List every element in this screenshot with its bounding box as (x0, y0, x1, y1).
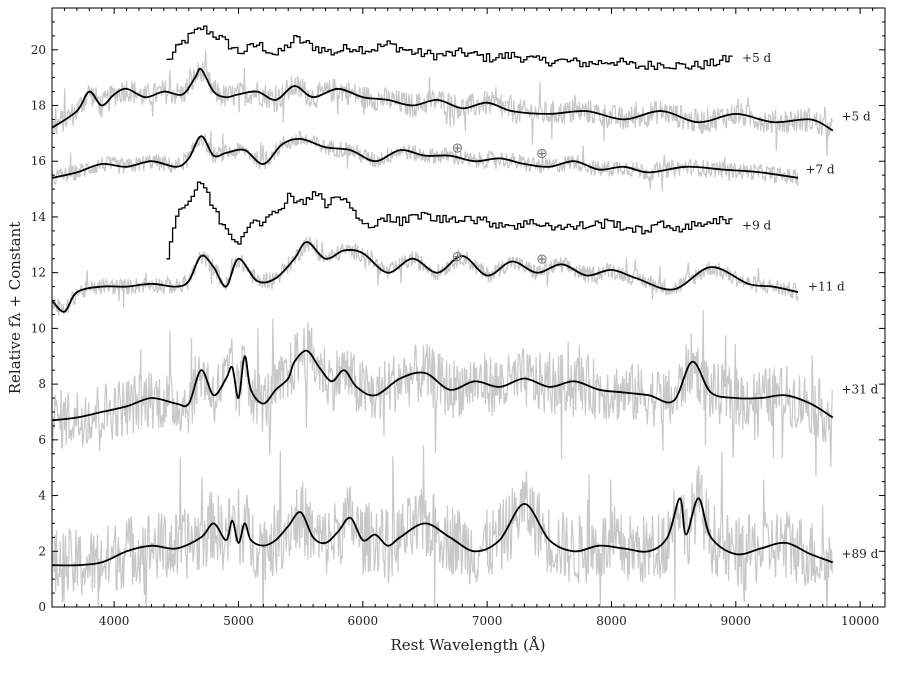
telluric-marker: ⊕ (536, 252, 548, 268)
y-tick-label: 2 (38, 544, 46, 558)
y-tick-label: 16 (31, 154, 46, 168)
y-tick-label: 18 (31, 99, 46, 113)
telluric-marker-layer: ⊕ ⊕ ⊕ ⊕ (451, 140, 547, 267)
y-tick-label: 8 (38, 377, 46, 391)
x-tick-label: 10000 (841, 614, 879, 628)
y-axis-title: Relative fλ + Constant (6, 222, 24, 395)
telluric-marker: ⊕ (451, 140, 463, 156)
x-tick-label: 4000 (99, 614, 130, 628)
smoothed-spectrum-line (52, 241, 799, 313)
x-tick-label: 5000 (223, 614, 254, 628)
x-tick-label: 7000 (472, 614, 503, 628)
smoothed-spectrum-line (52, 497, 834, 567)
phase-label: +5 d (841, 110, 871, 124)
y-tick-label: 6 (38, 433, 46, 447)
smoothed-spectrum-line (52, 67, 834, 132)
raw-spectra-layer (52, 49, 833, 607)
y-tick-label: 0 (38, 600, 46, 614)
axes (51, 7, 886, 608)
smoothed-spectrum-line (52, 135, 799, 179)
raw-spectrum-line (52, 130, 799, 192)
phase-label-layer: +5 d +5 d +7 d +9 d +11 d +31 d +89 d (742, 51, 879, 561)
y-tick-label: 10 (31, 321, 46, 335)
telluric-marker: ⊕ (451, 249, 463, 265)
step-spectrum-line (166, 181, 733, 260)
phase-label: +5 d (742, 51, 772, 65)
raw-spectrum-line (52, 49, 833, 157)
phase-label: +31 d (841, 383, 878, 397)
step-spectrum-line (166, 25, 733, 70)
x-axis-title: Rest Wavelength (Å) (390, 636, 545, 654)
phase-label: +89 d (841, 547, 878, 561)
smoothed-spectrum-line (52, 349, 834, 422)
raw-spectrum-line (52, 310, 833, 477)
x-tick-label: 9000 (721, 614, 752, 628)
x-tick-label: 6000 (348, 614, 379, 628)
plot-frame (51, 7, 886, 608)
y-tick-label: 12 (31, 266, 46, 280)
x-tick-label: 8000 (596, 614, 627, 628)
raw-spectrum-line (52, 236, 799, 316)
phase-label: +9 d (742, 218, 772, 232)
phase-label: +11 d (808, 280, 845, 294)
y-tick-label: 14 (31, 210, 47, 224)
telluric-marker: ⊕ (536, 146, 548, 162)
axis-ticks: 4000 5000 6000 7000 8000 9000 10000 0 2 4 6 8 10 12 14… (31, 7, 886, 628)
y-tick-label: 4 (38, 489, 46, 503)
y-tick-label: 20 (31, 43, 46, 57)
phase-label: +7 d (805, 163, 835, 177)
smoothed-spectra-layer (52, 25, 834, 567)
